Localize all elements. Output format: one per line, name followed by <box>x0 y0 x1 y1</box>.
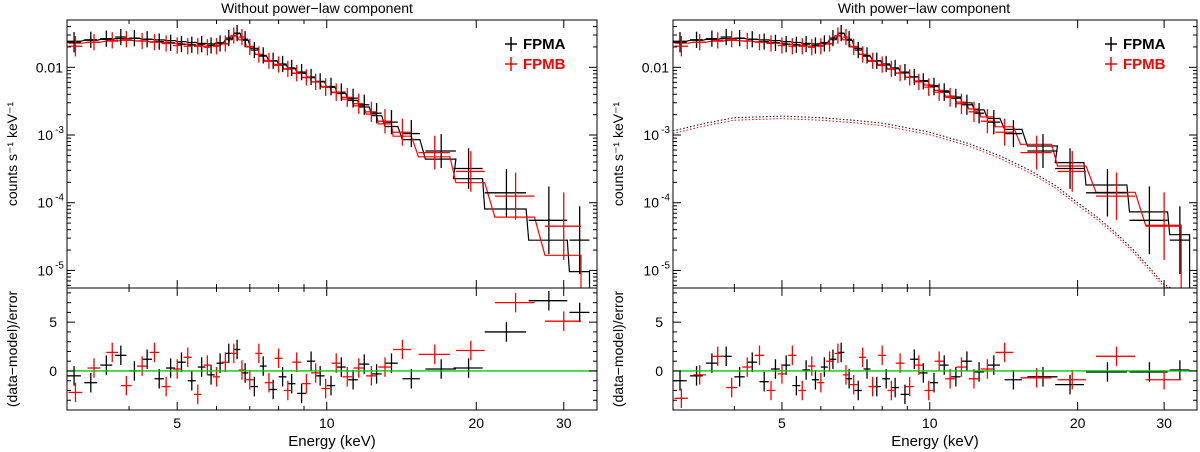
model-step-fpmb <box>674 35 1182 288</box>
x-tick-label: 20 <box>468 415 484 431</box>
y-tick-label: 10 <box>643 127 659 143</box>
x-tick-label: 30 <box>556 415 572 431</box>
residual-y-tick-label: 5 <box>655 314 663 330</box>
right-legend: FPMA FPMB <box>1105 36 1166 73</box>
left-frame <box>66 19 598 411</box>
x-tick-label: 20 <box>1070 415 1086 431</box>
y-tick-label-exponent: -3 <box>55 125 64 136</box>
y-tick-label-exponent: -5 <box>661 260 670 271</box>
left-x-label: Energy (keV) <box>288 433 376 450</box>
left-legend: FPMA FPMB <box>505 36 566 73</box>
right-panel-title: With power−law component <box>838 0 1010 16</box>
model-step-fpma <box>67 33 591 288</box>
x-tick-label: 5 <box>173 415 181 431</box>
x-tick-label: 30 <box>1156 415 1172 431</box>
right-y-label-bottom: (data−model)/error <box>610 290 626 407</box>
y-tick-label: 10 <box>643 262 659 278</box>
x-tick-label: 5 <box>778 415 786 431</box>
legend-fpmb-label: FPMB <box>1123 56 1166 73</box>
right-top-plot <box>672 24 1191 289</box>
legend-fpmb-label: FPMB <box>523 56 566 73</box>
y-tick-label-exponent: -3 <box>661 125 670 136</box>
left-top-plot <box>67 24 591 288</box>
left-residual-plot <box>67 290 597 405</box>
residual-y-tick-label: 0 <box>49 363 57 379</box>
right-x-label: Energy (keV) <box>891 433 979 450</box>
y-tick-label-exponent: -4 <box>661 193 670 204</box>
x-tick-label: 10 <box>922 415 938 431</box>
right-frame <box>672 19 1198 411</box>
x-tick-label: 10 <box>319 415 335 431</box>
y-tick-label: 10 <box>37 262 53 278</box>
y-tick-label: 10 <box>37 195 53 211</box>
powerlaw-component-fpma <box>672 115 1172 289</box>
model-step-fpmb <box>68 35 582 288</box>
y-tick-label-exponent: -4 <box>55 193 64 204</box>
y-tick-label: 0.01 <box>36 59 63 75</box>
legend-fpma-label: FPMA <box>523 36 566 53</box>
left-panel: Without power−law component 5 10 20 30 0.01 1… <box>4 0 598 450</box>
y-tick-label-exponent: -5 <box>55 260 64 271</box>
y-tick-label: 0.01 <box>642 59 669 75</box>
left-y-label-bottom: (data−model)/error <box>4 290 20 407</box>
legend-fpma-label: FPMA <box>1123 36 1166 53</box>
residual-y-tick-label: 0 <box>655 363 663 379</box>
right-y-label-top: counts s⁻¹ keV⁻¹ <box>610 102 626 207</box>
left-y-label-top: counts s⁻¹ keV⁻¹ <box>4 102 20 207</box>
model-step-fpma <box>673 33 1191 288</box>
powerlaw-component-fpmb <box>672 118 1172 289</box>
y-tick-label: 10 <box>37 127 53 143</box>
right-residual-plot <box>673 342 1197 409</box>
y-tick-label: 10 <box>643 195 659 211</box>
residual-y-tick-label: 5 <box>49 314 57 330</box>
left-panel-title: Without power−law component <box>221 0 413 16</box>
